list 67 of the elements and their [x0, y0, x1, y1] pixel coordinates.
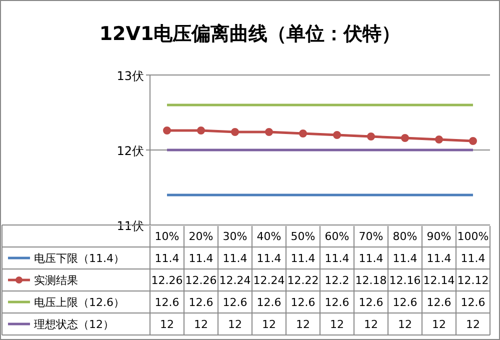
data-label: 12.18 — [355, 274, 387, 287]
data-label: 12 — [398, 318, 412, 331]
data-label: 12 — [194, 318, 208, 331]
data-label: 12.14 — [423, 274, 455, 287]
x-tick-label: 20% — [188, 230, 214, 243]
point — [469, 137, 477, 145]
data-label: 12 — [466, 318, 480, 331]
x-tick-label: 50% — [290, 230, 316, 243]
legend-label: 电压上限（12.6） — [34, 296, 124, 309]
point — [367, 132, 375, 140]
data-label: 11.4 — [392, 252, 418, 265]
point — [333, 131, 341, 139]
data-label: 12.26 — [151, 274, 183, 287]
data-label: 12 — [262, 318, 276, 331]
data-label: 12.22 — [287, 274, 319, 287]
x-tick-label: 40% — [256, 230, 282, 243]
legend-label: 理想状态（12） — [34, 318, 114, 331]
x-tick-label: 30% — [222, 230, 248, 243]
point — [299, 130, 307, 138]
data-label: 12.6 — [222, 296, 248, 309]
y-tick-label: 13伏 — [116, 69, 144, 83]
x-tick-label: 100% — [457, 230, 489, 243]
data-label: 12 — [330, 318, 344, 331]
data-label: 12.6 — [188, 296, 214, 309]
data-label: 11.4 — [188, 252, 214, 265]
point — [231, 128, 239, 136]
legend-label: 实测结果 — [34, 274, 78, 287]
data-label: 12.6 — [290, 296, 316, 309]
data-label: 11.4 — [426, 252, 452, 265]
x-tick-label: 10% — [154, 230, 180, 243]
data-label: 12.6 — [460, 296, 486, 309]
chart-title: 12V1电压偏离曲线（单位：伏特） — [99, 23, 401, 45]
data-label: 12.6 — [154, 296, 180, 309]
data-label: 12.12 — [457, 274, 489, 287]
data-label: 12.2 — [324, 274, 350, 287]
x-tick-label: 60% — [324, 230, 350, 243]
data-label: 12 — [364, 318, 378, 331]
point — [163, 126, 171, 134]
x-tick-label: 70% — [358, 230, 384, 243]
data-label: 11.4 — [256, 252, 282, 265]
data-label: 12 — [160, 318, 174, 331]
data-label: 11.4 — [358, 252, 384, 265]
data-label: 12.6 — [358, 296, 384, 309]
legend-label: 电压下限（11.4） — [34, 252, 124, 265]
data-label: 12.24 — [219, 274, 251, 287]
point — [435, 136, 443, 144]
data-label: 12 — [296, 318, 310, 331]
data-label: 11.4 — [222, 252, 248, 265]
data-label: 11.4 — [324, 252, 350, 265]
data-label: 12.26 — [185, 274, 217, 287]
data-label: 12.6 — [392, 296, 418, 309]
x-tick-label: 80% — [392, 230, 418, 243]
data-label: 12.24 — [253, 274, 285, 287]
data-label: 11.4 — [460, 252, 486, 265]
data-label: 12.6 — [426, 296, 452, 309]
data-label: 12.6 — [256, 296, 282, 309]
point — [265, 128, 273, 136]
point — [401, 134, 409, 142]
data-label: 12.6 — [324, 296, 350, 309]
point — [197, 126, 205, 134]
data-label: 12 — [228, 318, 242, 331]
y-tick-label: 12伏 — [116, 144, 144, 158]
data-label: 11.4 — [290, 252, 316, 265]
data-label: 12 — [432, 318, 446, 331]
x-tick-label: 90% — [426, 230, 452, 243]
data-label: 11.4 — [154, 252, 180, 265]
data-label: 12.16 — [389, 274, 421, 287]
